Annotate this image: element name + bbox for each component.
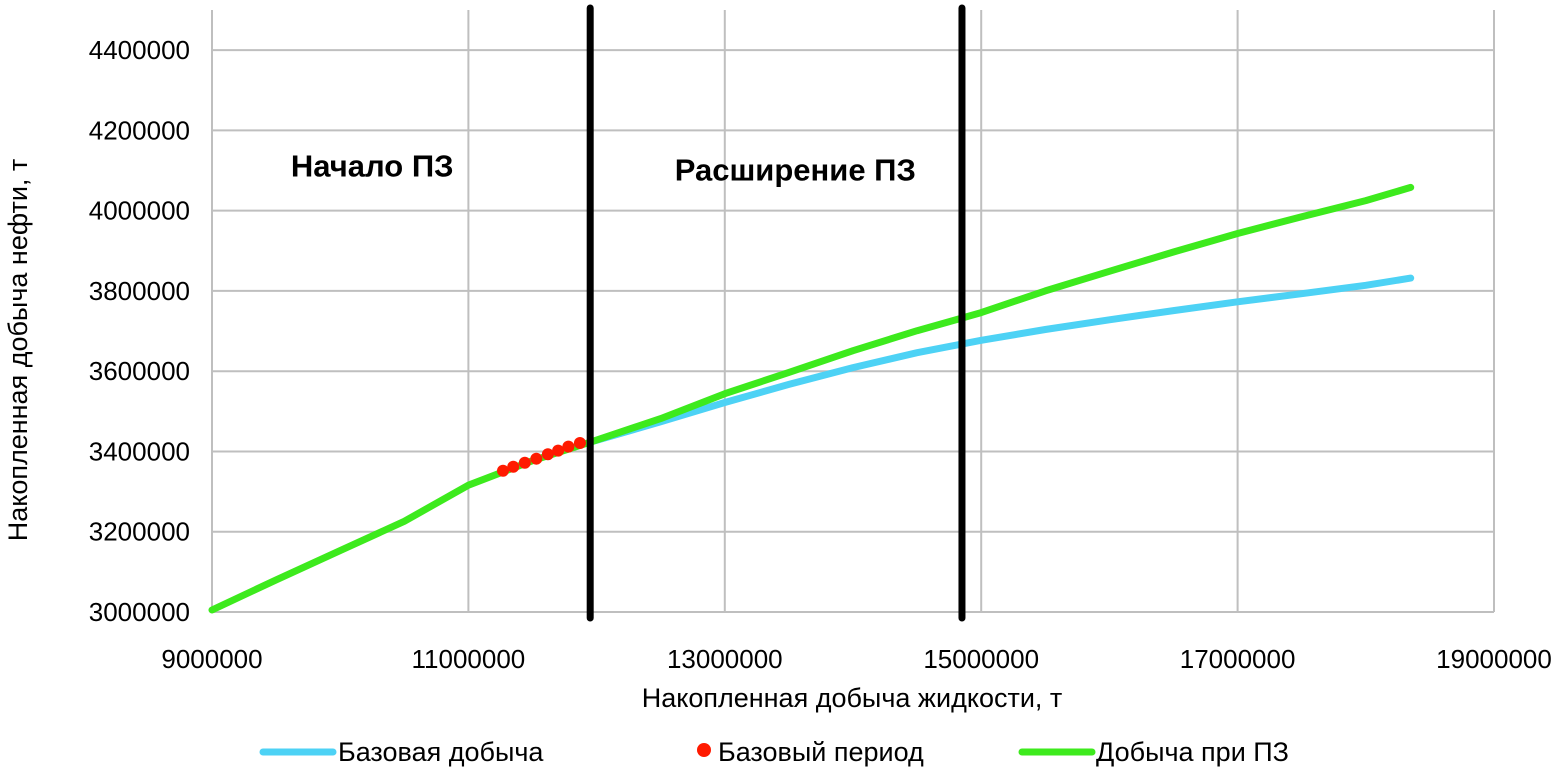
base-period-point bbox=[552, 444, 565, 457]
x-axis-title: Накопленная добыча жидкости, т bbox=[642, 683, 1063, 713]
x-tick-label: 9000000 bbox=[161, 644, 262, 674]
x-tick-labels: 9000000 11000000 13000000 15000000 17000000 1… bbox=[161, 644, 1551, 674]
annotation-start: Начало ПЗ bbox=[291, 149, 454, 184]
series-line-2 bbox=[208, 183, 1415, 614]
legend-label-base-period: Базовый период bbox=[718, 737, 924, 767]
base-period-point bbox=[497, 464, 510, 477]
legend-label-base: Базовая добыча bbox=[338, 737, 544, 767]
y-tick-label: 4200000 bbox=[89, 115, 190, 145]
base-period-point bbox=[518, 456, 531, 469]
x-tick-label: 15000000 bbox=[923, 644, 1039, 674]
legend-label-pz: Добыча при ПЗ bbox=[1096, 737, 1289, 767]
grid bbox=[211, 10, 1495, 613]
y-tick-label: 4400000 bbox=[89, 35, 190, 65]
series-line-0 bbox=[586, 274, 1415, 446]
legend: Базовая добыча Базовый период Добыча при… bbox=[259, 737, 1289, 767]
y-tick-label: 4000000 bbox=[89, 196, 190, 226]
y-tick-labels: 3000000 3200000 3400000 3600000 3800000 40000… bbox=[89, 35, 190, 627]
x-tick-label: 11000000 bbox=[412, 644, 526, 674]
base-period-point bbox=[507, 460, 520, 473]
y-tick-label: 3800000 bbox=[89, 276, 190, 306]
x-tick-label: 19000000 bbox=[1436, 644, 1552, 674]
x-tick-label: 17000000 bbox=[1180, 644, 1296, 674]
series-group bbox=[208, 183, 1415, 614]
y-tick-label: 3400000 bbox=[89, 436, 190, 466]
y-tick-label: 3200000 bbox=[89, 517, 190, 547]
legend-swatch-base-period bbox=[697, 743, 711, 757]
annotation-expansion: Расширение ПЗ bbox=[675, 153, 916, 188]
base-period-point bbox=[562, 440, 575, 453]
x-tick-label: 13000000 bbox=[667, 644, 783, 674]
y-tick-label: 3600000 bbox=[89, 356, 190, 386]
base-period-point bbox=[541, 448, 554, 461]
base-period-point bbox=[573, 437, 586, 450]
base-period-point bbox=[530, 452, 543, 465]
y-tick-label: 3000000 bbox=[89, 597, 190, 627]
y-axis-title: Накопленная добыча нефти, т bbox=[3, 159, 33, 542]
phase-boundary-lines bbox=[586, 4, 966, 622]
